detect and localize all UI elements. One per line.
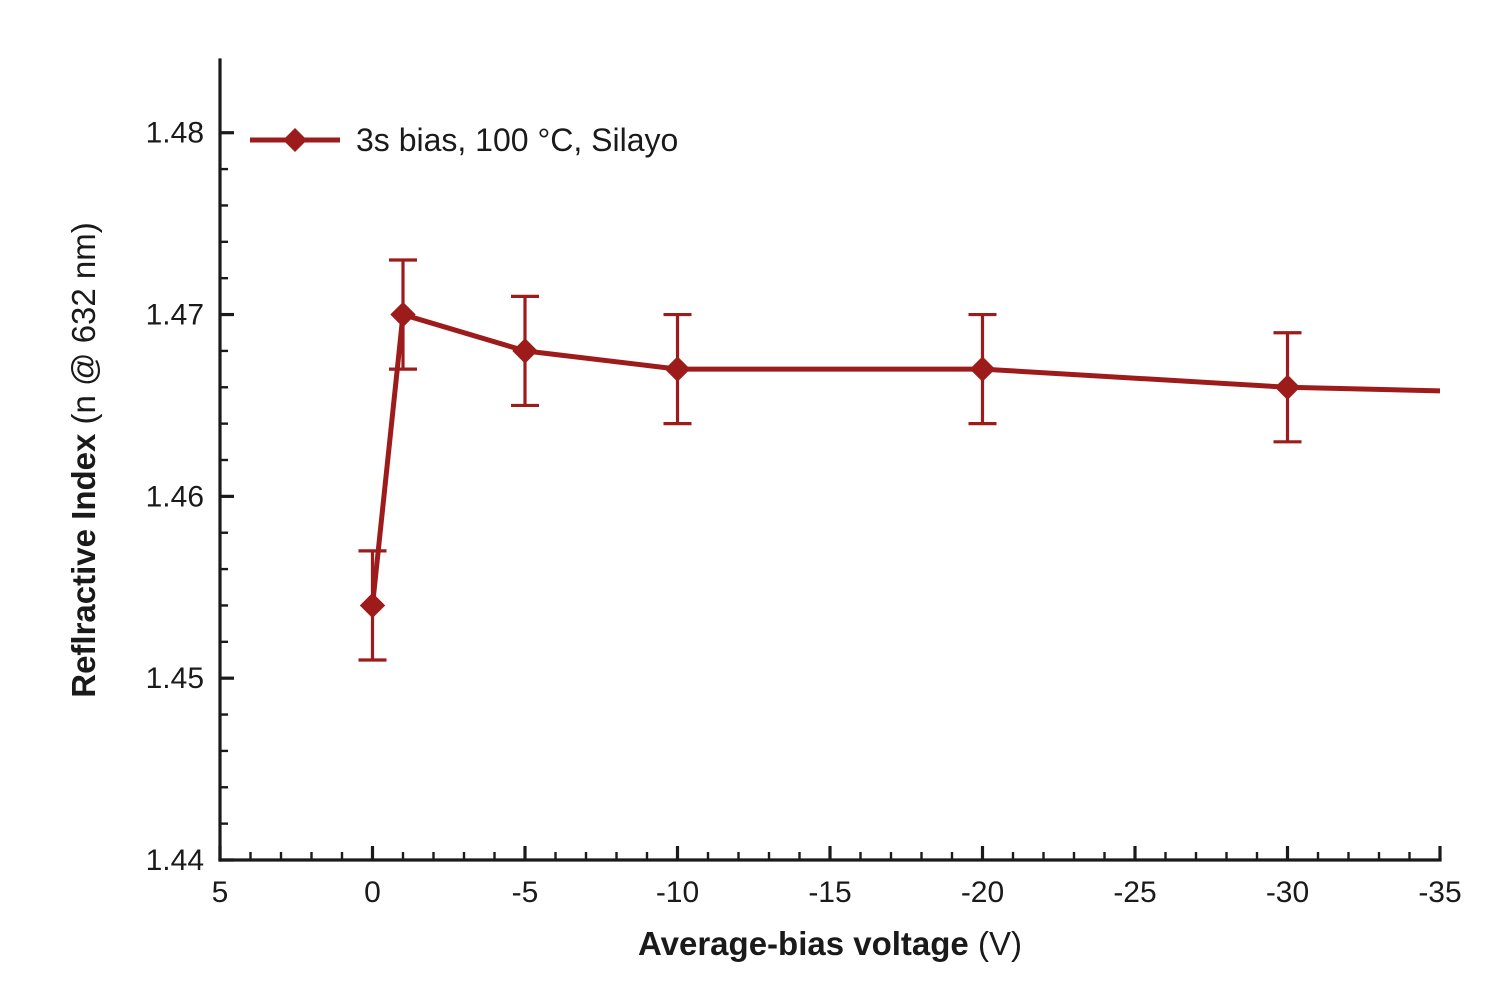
chart-container: 5 0 -5 -10 -15 -20 -25 -30 -35 1.44 1.45 1.46 1.47 1.… xyxy=(0,0,1500,1000)
x-tick-label: -15 xyxy=(808,876,851,909)
x-tick-label: -35 xyxy=(1418,876,1461,909)
y-tick-label: 1.44 xyxy=(146,844,204,877)
x-tick-label: 0 xyxy=(364,876,381,909)
x-axis-label: Average-bias voltage (V) xyxy=(638,925,1022,962)
x-tick-label: -30 xyxy=(1266,876,1309,909)
chart-svg: 5 0 -5 -10 -15 -20 -25 -30 -35 1.44 1.45 1.46 1.47 1.… xyxy=(0,0,1500,1000)
legend-label: 3s bias, 100 °C, Silayo xyxy=(356,122,678,158)
chart-bg xyxy=(0,0,1500,1000)
y-axis-label: Reflractive Index (n @ 632 nm) xyxy=(65,222,102,698)
y-tick-label: 1.48 xyxy=(146,117,204,150)
y-tick-label: 1.47 xyxy=(146,299,204,332)
x-tick-label: 5 xyxy=(212,876,229,909)
x-tick-label: -20 xyxy=(961,876,1004,909)
x-tick-label: -25 xyxy=(1113,876,1156,909)
x-tick-label: -5 xyxy=(512,876,539,909)
x-tick-label: -10 xyxy=(656,876,699,909)
y-tick-label: 1.45 xyxy=(146,662,204,695)
y-tick-label: 1.46 xyxy=(146,480,204,513)
